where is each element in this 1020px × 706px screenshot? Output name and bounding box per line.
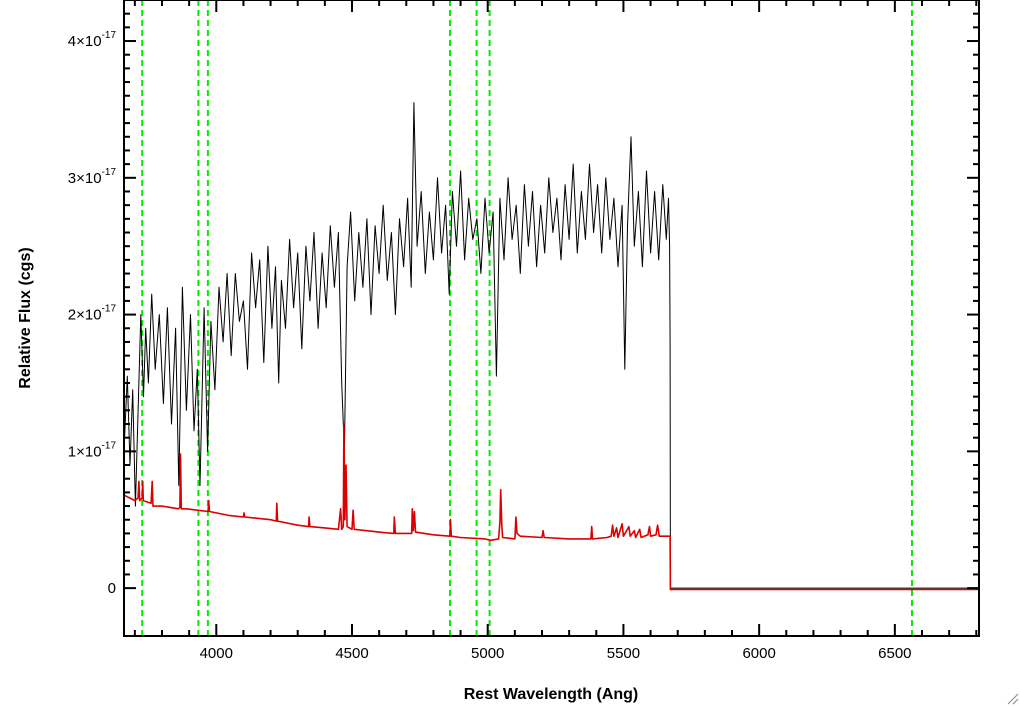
series-group: [123, 102, 979, 591]
y-tick-label: 2×10-17: [68, 304, 117, 324]
x-tick-label: 4500: [335, 645, 368, 662]
x-tick-label: 5500: [607, 645, 640, 662]
x-tick-label: 5000: [471, 645, 504, 662]
x-tick-label: 4000: [200, 645, 233, 662]
x-axis-title: Rest Wavelength (Ang): [464, 686, 639, 703]
y-tick-label: 0: [108, 580, 116, 597]
y-tick-label: 4×10-17: [68, 30, 117, 50]
vertical-line-group: [141, 0, 913, 636]
y-axis-title: Relative Flux (cgs): [17, 247, 34, 388]
x-tick-label: 6000: [742, 645, 775, 662]
x-axis: 4000 4500 5000 5500 6000 6500: [133, 0, 978, 662]
observed-spectrum-line: [123, 102, 979, 589]
resize-grip-icon[interactable]: [1007, 693, 1019, 705]
model-spectrum-line: [123, 423, 979, 591]
plot-frame: [123, 0, 980, 637]
y-tick-label: 3×10-17: [68, 167, 117, 187]
x-tick-label: 6500: [878, 645, 911, 662]
y-tick-label: 1×10-17: [68, 440, 117, 460]
y-axis: 0 1×10-17 2×10-17 3×10-17 4×10-17: [68, 0, 979, 597]
